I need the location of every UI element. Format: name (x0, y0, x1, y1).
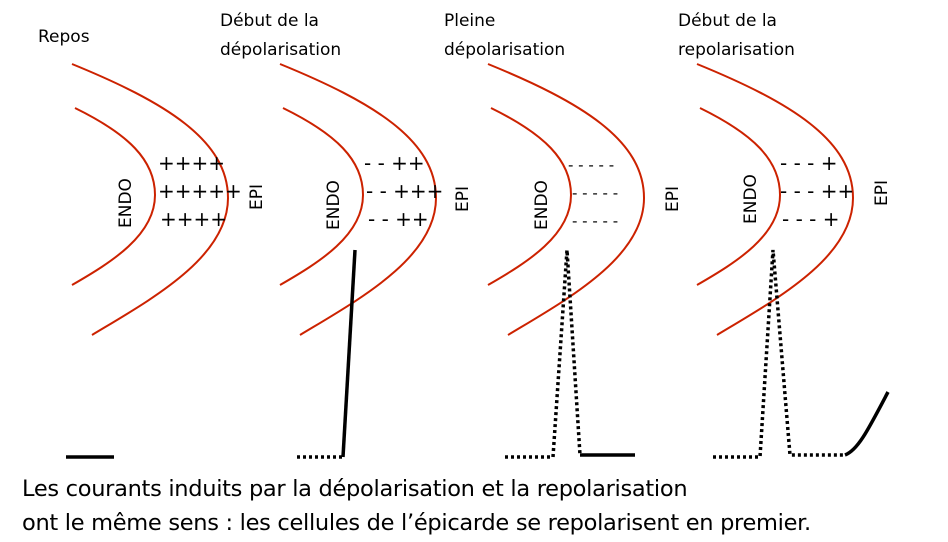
charge-row: ++++ (160, 207, 227, 231)
ecg-spike-dotted (713, 249, 845, 459)
epi-label: EPI (872, 180, 892, 206)
charge-row: - - - ++ (780, 179, 854, 203)
charge-row: ++++ (158, 151, 225, 175)
charge-row: - - - + (782, 207, 839, 231)
epicardium-wall (71, 63, 230, 336)
charge-row: - - - - - (568, 156, 614, 174)
panel-title: Pleine (444, 11, 495, 31)
panel-repolarisation-start: Début de la repolarisation - - - + - - -… (678, 11, 892, 459)
charge-row: - - ++ (364, 151, 425, 175)
charge-row: - - ++ (368, 207, 429, 231)
panel-full-depolarisation: Pleine dépolarisation - - - - - - - - - … (444, 11, 683, 459)
endocardium-wall (696, 107, 782, 286)
panel-title: dépolarisation (444, 40, 565, 60)
panel-title: Début de la (678, 11, 777, 31)
endocardium-wall (71, 107, 157, 286)
epicardium-wall (279, 63, 438, 336)
endo-label: ENDO (741, 174, 761, 224)
panel-title: Début de la (220, 11, 319, 31)
epicardium-wall (487, 63, 646, 336)
epi-label: EPI (247, 184, 267, 210)
charge-row: +++++ (158, 179, 242, 203)
epicardium-wall (696, 63, 855, 336)
charge-row: - - - - - (572, 184, 618, 202)
panel-title: repolarisation (678, 40, 795, 60)
panel-rest: Repos ++++ +++++ ++++ ENDO EPI (38, 27, 267, 459)
endo-label: ENDO (116, 178, 136, 228)
endo-label: ENDO (324, 180, 344, 230)
charge-row: - - +++ (366, 179, 443, 203)
ecg-trace-rising (341, 249, 357, 458)
charge-row: - - - - - (572, 212, 618, 230)
caption-line: Les courants induits par la dépolarisati… (22, 476, 688, 502)
endo-label: ENDO (532, 180, 552, 230)
epi-label: EPI (663, 186, 683, 212)
caption-line: ont le même sens : les cellules de l’épi… (22, 510, 811, 536)
panel-title: Repos (38, 27, 90, 47)
panel-depolarisation-start: Début de la dépolarisation - - ++ - - ++… (220, 11, 473, 459)
endocardium-wall (487, 107, 573, 286)
panel-title: dépolarisation (220, 40, 341, 60)
epi-label: EPI (453, 186, 473, 212)
charge-row: - - - + (780, 151, 837, 175)
endocardium-wall (279, 107, 365, 286)
ecg-trace-rising-t-wave (844, 391, 890, 457)
ecg-spike-dotted (505, 249, 582, 459)
